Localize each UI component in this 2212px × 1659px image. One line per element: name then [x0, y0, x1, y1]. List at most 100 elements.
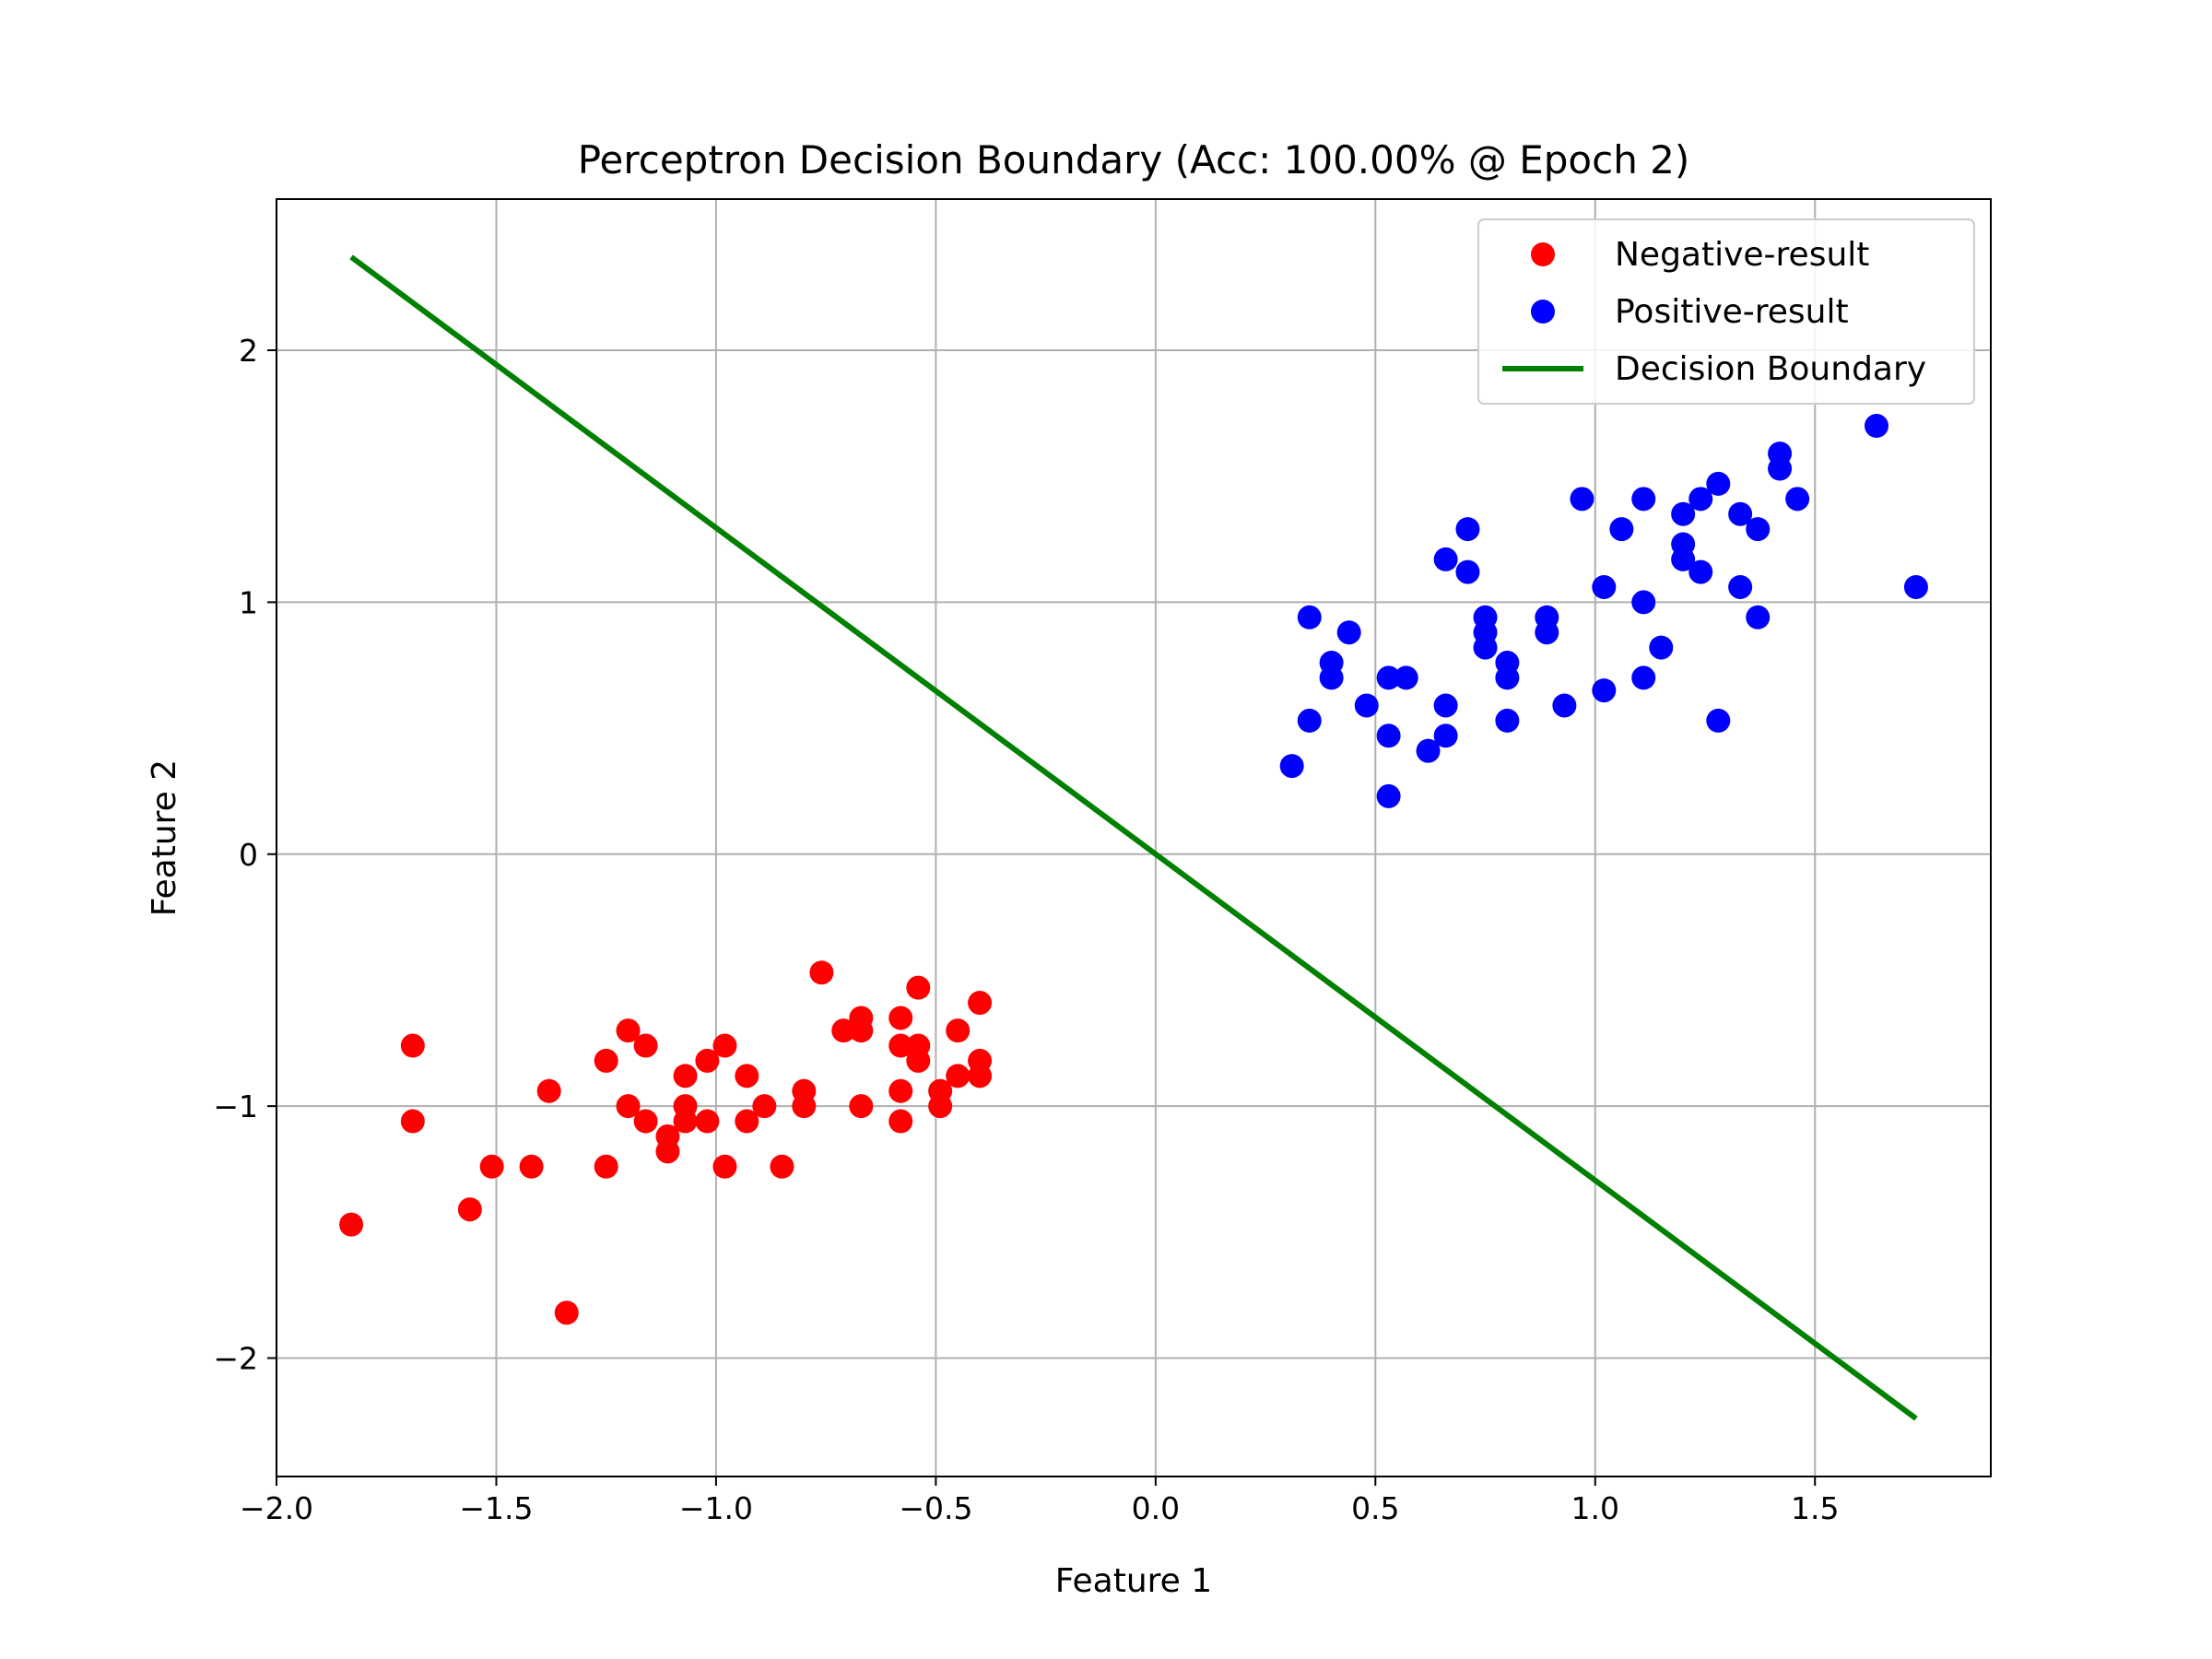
positive-result-point	[1336, 620, 1361, 645]
negative-result-point	[928, 1094, 953, 1119]
decision-boundary-line	[349, 254, 1918, 1421]
x-tick-label: −2.0	[240, 1490, 313, 1526]
x-tick-label: −1.5	[459, 1490, 533, 1526]
negative-result-point	[792, 1094, 817, 1119]
x-tick-label: −0.5	[899, 1490, 972, 1526]
negative-result-point	[888, 1033, 913, 1058]
y-tick-label: 2	[239, 333, 258, 369]
negative-result-point	[968, 1064, 993, 1088]
negative-result-point	[633, 1109, 658, 1134]
negative-result-point	[339, 1212, 364, 1237]
positive-result-legend-marker	[1531, 300, 1555, 324]
x-tick-label: −1.0	[679, 1490, 753, 1526]
positive-result-point	[1768, 441, 1793, 466]
positive-result-point	[1631, 665, 1656, 690]
positive-result-point	[1495, 651, 1520, 676]
negative-result-point	[554, 1300, 579, 1325]
positive-result-point	[1671, 532, 1696, 557]
positive-result-point	[1728, 501, 1753, 526]
positive-result-point	[1297, 605, 1322, 629]
positive-result-point	[1570, 487, 1594, 512]
negative-result-point	[673, 1109, 698, 1134]
negative-result-point	[616, 1094, 641, 1119]
positive-result-point	[1552, 693, 1577, 718]
negative-result-point	[695, 1048, 720, 1073]
x-tick-label: 0.5	[1351, 1490, 1399, 1526]
negative-result-point	[946, 1018, 971, 1043]
positive-result-point	[1609, 517, 1634, 542]
negative-result-point	[770, 1154, 794, 1179]
positive-result-point	[1376, 724, 1401, 748]
decision-boundary-legend-label: Decision Boundary	[1615, 350, 1926, 388]
positive-result-point	[1903, 574, 1928, 599]
y-tick-label: 0	[239, 837, 258, 873]
negative-result-point	[594, 1048, 618, 1073]
negative-result-point	[831, 1018, 856, 1043]
positive-result-point	[1535, 605, 1559, 629]
positive-result-point	[1746, 605, 1771, 629]
negative-result-point	[735, 1064, 759, 1088]
positive-result-point	[1473, 605, 1498, 629]
negative-result-point	[809, 960, 834, 985]
negative-result-point	[594, 1154, 618, 1179]
positive-result-point	[1706, 708, 1731, 733]
negative-result-point	[400, 1033, 425, 1058]
positive-result-point	[1649, 635, 1674, 660]
x-tick-label: 0.0	[1132, 1490, 1180, 1526]
positive-result-point	[1433, 724, 1458, 748]
positive-result-point	[1671, 501, 1696, 526]
x-tick-label: 1.5	[1791, 1490, 1839, 1526]
legend: Negative-result Positive-result Decision B…	[1477, 218, 1975, 405]
positive-result-point	[1706, 471, 1731, 496]
negative-result-point	[655, 1139, 680, 1164]
positive-result-point	[1592, 678, 1617, 703]
y-tick-label: −2	[213, 1341, 258, 1377]
positive-result-point	[1416, 738, 1441, 763]
positive-result-point	[1865, 414, 1888, 439]
negative-result-point	[849, 1094, 874, 1119]
negative-result-point	[616, 1018, 641, 1043]
negative-result-point	[712, 1033, 737, 1058]
y-tick-label: −1	[213, 1088, 258, 1124]
negative-result-point	[888, 1109, 913, 1134]
positive-result-point	[1297, 708, 1322, 733]
positive-result-point	[1319, 651, 1344, 676]
positive-result-point	[1433, 693, 1458, 718]
positive-result-series	[1279, 414, 1928, 808]
chart-title: Perceptron Decision Boundary (Acc: 100.0…	[578, 137, 1690, 182]
y-tick-label: 1	[239, 584, 258, 620]
negative-result-point	[888, 1006, 913, 1030]
positive-result-point	[1376, 665, 1401, 690]
negative-result-point	[519, 1154, 544, 1179]
negative-result-point	[849, 1018, 874, 1043]
y-axis-label: Feature 2	[146, 759, 183, 916]
negative-result-point	[968, 991, 993, 1016]
negative-result-point	[479, 1154, 504, 1179]
ticks: −2.0 −1.5 −1.0 −0.5 0.0 0.5 1.0 1.5 −2 −1 0 1 2	[213, 333, 1839, 1526]
positive-result-point	[1785, 487, 1810, 512]
negative-result-point	[906, 1048, 931, 1073]
positive-result-point	[1631, 590, 1656, 615]
positive-result-point	[1376, 783, 1401, 808]
positive-result-point	[1279, 754, 1304, 779]
negative-result-legend-label: Negative-result	[1615, 236, 1869, 274]
positive-result-point	[1394, 665, 1418, 690]
negative-result-series	[339, 960, 993, 1325]
positive-result-point	[1592, 574, 1617, 599]
negative-result-point	[673, 1064, 698, 1088]
negative-result-point	[633, 1033, 658, 1058]
negative-result-point	[735, 1109, 759, 1134]
negative-result-legend-marker	[1531, 242, 1555, 266]
series-layer	[339, 254, 1928, 1421]
negative-result-point	[695, 1109, 720, 1134]
positive-result-point	[1495, 708, 1520, 733]
positive-result-point	[1354, 693, 1379, 718]
negative-result-point	[457, 1197, 482, 1222]
negative-result-point	[536, 1078, 561, 1103]
negative-result-point	[906, 975, 931, 1000]
grid	[276, 199, 1991, 1477]
positive-result-point	[1455, 517, 1480, 542]
legend-frame	[1477, 218, 1975, 405]
positive-result-point	[1746, 517, 1771, 542]
